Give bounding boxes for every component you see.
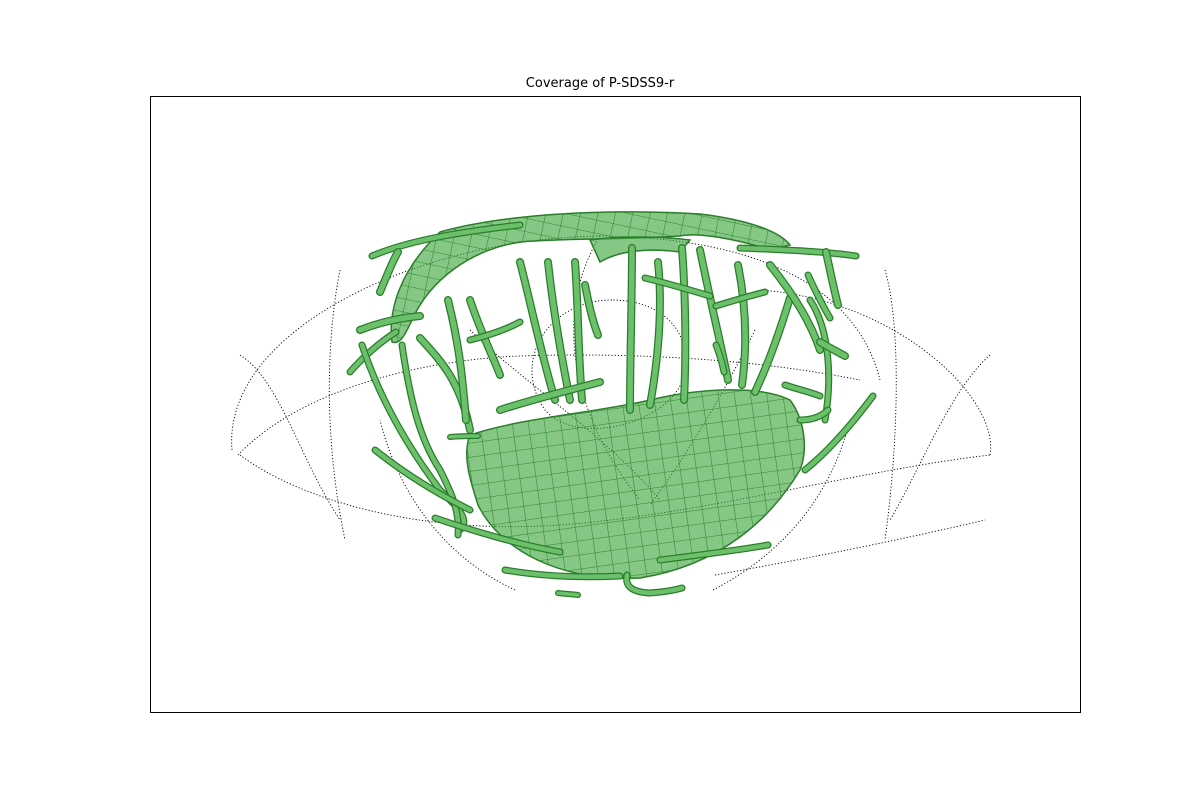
coverage-stripe — [556, 591, 580, 597]
coverage-stripe — [782, 382, 823, 399]
coverage-stripe — [657, 542, 771, 563]
coverage-stripe — [642, 275, 713, 299]
coverage-stripe — [752, 295, 793, 395]
coverage-stripe — [735, 262, 748, 388]
coverage-stripe — [545, 259, 573, 403]
coverage-stripe — [572, 259, 585, 403]
coverage-stripe — [627, 245, 635, 413]
grid-line — [884, 269, 897, 541]
coverage-stripe — [497, 379, 603, 413]
coverage-patch — [588, 236, 692, 264]
coverage-stripe — [647, 259, 663, 408]
coverage-stripe — [377, 249, 401, 295]
coverage-stripe — [582, 282, 601, 338]
coverage-stripe — [823, 249, 841, 308]
coverage-stripe — [713, 289, 768, 309]
coverage-stripe — [445, 297, 469, 423]
chart-title: Coverage of P-SDSS9-r — [525, 76, 675, 91]
coverage-stripe — [372, 447, 473, 513]
axes-frame — [150, 96, 1081, 713]
coverage-stripe — [399, 342, 461, 538]
coverage-stripe — [432, 515, 563, 555]
coverage-footprint — [346, 211, 877, 598]
coverage-stripe — [797, 407, 831, 423]
coverage-grid — [466, 389, 805, 579]
grid-line — [889, 354, 991, 521]
coverage-grid — [391, 211, 790, 343]
coverage-stripe — [369, 222, 523, 259]
coverage-stripe — [802, 393, 876, 473]
coverage-stripe — [517, 259, 558, 403]
coverage-stripe — [357, 313, 423, 333]
coverage-stripe — [713, 342, 727, 375]
coverage-stripe — [347, 329, 399, 375]
coverage-stripe — [448, 434, 480, 439]
coverage-stripe — [805, 272, 833, 321]
coverage-stripe — [359, 342, 467, 533]
grid-line — [239, 354, 341, 521]
coverage-stripe — [807, 297, 831, 423]
coverage-stripe — [467, 319, 523, 343]
coverage-stripe — [817, 339, 848, 359]
coverage-stripe — [737, 245, 859, 259]
coverage-stripe — [624, 572, 685, 596]
coverage-stripe — [502, 567, 623, 579]
grid-line — [328, 269, 346, 541]
coverage-stripe — [679, 245, 689, 403]
